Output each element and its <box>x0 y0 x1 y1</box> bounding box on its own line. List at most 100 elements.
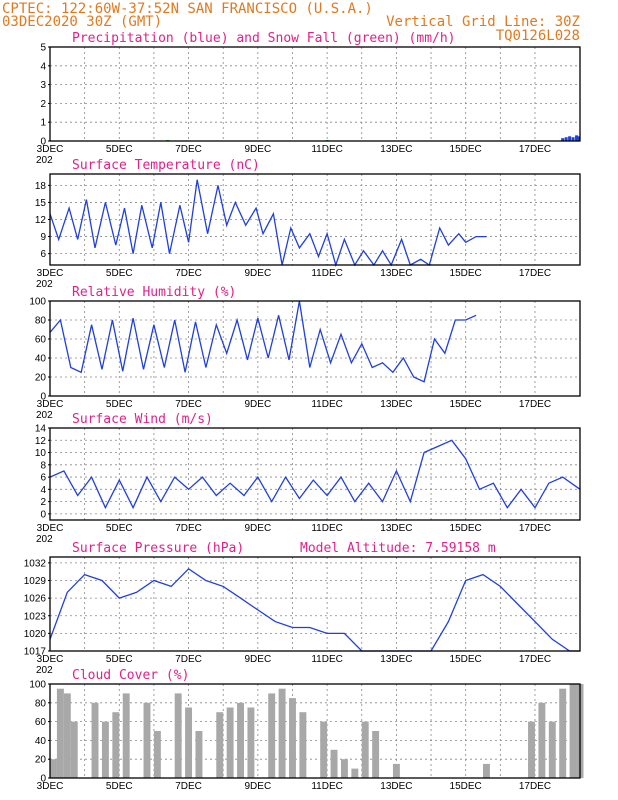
year-stub: 202 <box>36 665 53 676</box>
wind-xtick: 7DEC <box>175 523 202 534</box>
panels: Precipitation (blue) and Snow Fall (gree… <box>24 31 584 792</box>
temperature-title: Surface Temperature (nC) <box>72 158 260 173</box>
cloud-bar <box>56 688 64 778</box>
year-stub: 202 <box>36 155 53 166</box>
temperature-ytick: 15 <box>35 198 47 209</box>
cloud-bar <box>195 731 203 778</box>
humidity-xtick: 17DEC <box>519 399 551 410</box>
wind-ytick: 10 <box>35 448 47 459</box>
temperature-ytick: 9 <box>40 232 46 243</box>
cloud-bar <box>237 702 244 778</box>
cloud-xtick: 13DEC <box>380 781 412 792</box>
temperature-ytick: 12 <box>35 215 47 226</box>
cloud-bar <box>70 721 78 778</box>
wind-ytick: 0 <box>40 509 46 520</box>
humidity-xtick: 3DEC <box>37 399 64 410</box>
precip-bar <box>564 137 568 141</box>
cloud-ytick: 60 <box>35 717 47 728</box>
temperature-xtick: 17DEC <box>519 268 551 279</box>
temperature-panel: Surface Temperature (nC) 6 9 12 15 18 3DEC 5DEC… <box>35 158 581 290</box>
cloud-bar <box>278 688 286 778</box>
wind-ytick: 14 <box>35 424 47 435</box>
cloud-bar <box>153 731 161 778</box>
precip-bar <box>575 135 579 141</box>
cloud-bar <box>320 721 328 778</box>
pressure-xtick: 7DEC <box>175 654 202 665</box>
wind-xtick: 15DEC <box>450 523 482 534</box>
wind-ytick: 6 <box>40 473 46 484</box>
cloud-bar <box>330 749 338 778</box>
precip-ytick: 3 <box>40 80 46 91</box>
cloud-bar <box>351 768 359 778</box>
wind-ytick: 2 <box>40 497 46 508</box>
cloud-ytick: 0 <box>40 774 46 785</box>
humidity-series-line <box>49 300 477 383</box>
cloud-bar <box>361 721 369 778</box>
wind-xtick: 17DEC <box>519 523 551 534</box>
cloud-xtick: 5DEC <box>106 781 133 792</box>
humidity-ytick: 100 <box>29 297 46 308</box>
pressure-ytick: 1020 <box>24 629 47 640</box>
cloud-xtick: 7DEC <box>175 781 202 792</box>
wind-ytick: 12 <box>35 436 47 447</box>
humidity-xtick: 13DEC <box>380 399 412 410</box>
pressure-ytick: 1026 <box>24 594 47 605</box>
cloud-bar <box>569 684 577 778</box>
cloud-bar <box>268 693 276 778</box>
header-model-code: TQ0126L028 <box>496 28 580 44</box>
wind-series-line <box>49 439 581 510</box>
humidity-title: Relative Humidity (%) <box>72 285 236 300</box>
wind-xtick: 11DEC <box>311 523 343 534</box>
cloud-bar <box>538 702 546 778</box>
wind-ytick: 4 <box>40 485 46 496</box>
temperature-series-line <box>49 179 487 268</box>
cloud-bar <box>226 707 234 778</box>
cloud-bar <box>559 688 567 778</box>
header-station: CPTEC: 122:60W-37:52N SAN FRANCISCO (U.S… <box>2 1 373 17</box>
cloud-frame <box>49 683 581 779</box>
precip-xtick: 17DEC <box>519 144 551 155</box>
humidity-xtick: 9DEC <box>244 399 271 410</box>
precip-bar <box>576 136 580 141</box>
pressure-panel: Surface Pressure (hPa) Model Altitude: 7.… <box>24 541 581 676</box>
cloud-bar <box>392 763 400 778</box>
temperature-xtick: 13DEC <box>380 268 412 279</box>
precip-title: Precipitation (blue) and Snow Fall (gree… <box>72 31 456 46</box>
precip-ytick: 4 <box>40 61 46 72</box>
cloud-xtick: 11DEC <box>311 781 343 792</box>
wind-xtick: 13DEC <box>380 523 412 534</box>
humidity-ytick: 80 <box>35 316 47 327</box>
humidity-xtick: 15DEC <box>450 399 482 410</box>
pressure-xtick: 15DEC <box>450 654 482 665</box>
precip-ytick: 0 <box>40 137 46 148</box>
cloud-bar <box>289 698 296 778</box>
precip-frame <box>49 46 581 142</box>
year-stub: 202 <box>36 279 53 290</box>
pressure-xtick: 5DEC <box>106 654 133 665</box>
wind-ytick: 8 <box>40 460 46 471</box>
pressure-series-line <box>49 567 580 652</box>
precip-xtick: 5DEC <box>106 144 133 155</box>
pressure-xtick: 13DEC <box>380 654 412 665</box>
precip-ytick: 1 <box>40 118 46 129</box>
precip-ytick: 5 <box>40 43 46 54</box>
wind-frame <box>49 427 581 521</box>
pressure-frame <box>49 556 581 652</box>
cloud-bar <box>101 721 109 778</box>
temperature-ytick: 6 <box>40 249 46 260</box>
precip-bar <box>561 138 565 141</box>
cloud-ytick: 20 <box>35 755 47 766</box>
cloud-ytick: 100 <box>29 680 46 691</box>
cloud-bar <box>50 759 57 778</box>
cloud-bar <box>216 712 224 778</box>
humidity-ytick: 20 <box>35 373 47 384</box>
precip-xtick: 3DEC <box>37 144 64 155</box>
cloud-bar <box>91 702 99 778</box>
cloud-bar <box>340 759 348 778</box>
humidity-xtick: 11DEC <box>311 399 343 410</box>
temperature-xtick: 7DEC <box>175 268 202 279</box>
precip-xtick: 15DEC <box>450 144 482 155</box>
cloud-xtick: 15DEC <box>450 781 482 792</box>
wind-title: Surface Wind (m/s) <box>72 412 213 427</box>
